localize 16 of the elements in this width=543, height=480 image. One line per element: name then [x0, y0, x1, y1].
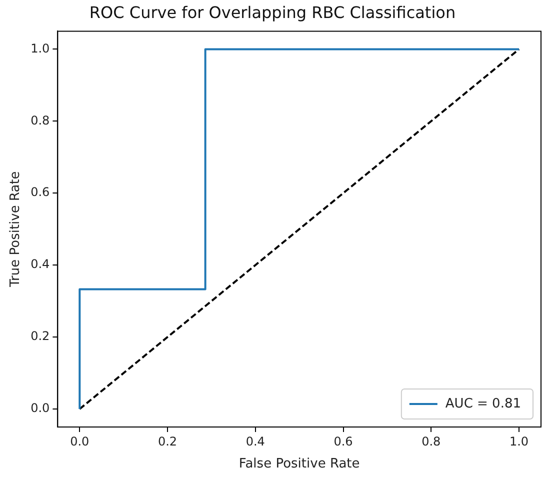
- x-tick-label: 0.6: [334, 434, 353, 448]
- x-axis-title: False Positive Rate: [238, 456, 360, 472]
- y-tick-label: 0.2: [30, 329, 50, 344]
- x-tick-label: 0.2: [158, 434, 178, 448]
- y-axis-title: True Positive Rate: [8, 171, 24, 288]
- x-tick-label: 0.0: [70, 434, 90, 448]
- y-tick-label: 0.8: [30, 113, 50, 128]
- legend-label: AUC = 0.81: [445, 396, 522, 412]
- x-tick-label: 0.8: [422, 434, 441, 448]
- x-tick-label: 0.4: [246, 434, 265, 448]
- y-tick-label: 1.0: [30, 41, 50, 56]
- chart-title: ROC Curve for Overlapping RBC Classification: [89, 2, 456, 22]
- y-tick-label: 0.4: [30, 257, 50, 272]
- y-tick-label: 0.0: [30, 401, 50, 416]
- x-tick-label: 1.0: [509, 434, 529, 448]
- y-tick-label: 0.6: [30, 185, 50, 200]
